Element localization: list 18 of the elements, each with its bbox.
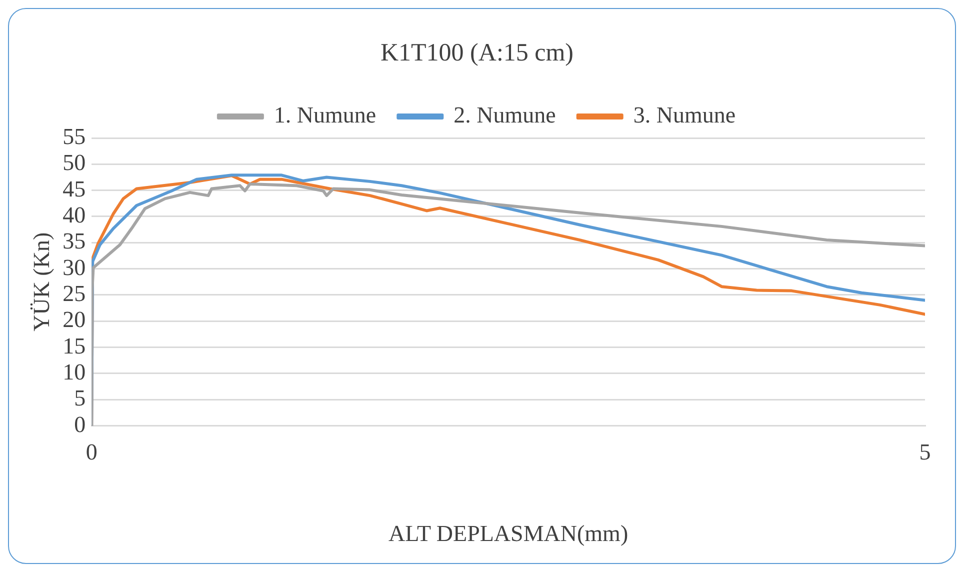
x-axis-title: ALT DEPLASMAN(mm)	[388, 521, 628, 546]
y-tick-label: 10	[62, 360, 86, 385]
y-tick-label: 20	[62, 307, 86, 332]
y-tick-label: 45	[62, 176, 86, 202]
y-axis-title: YÜK (Kn)	[28, 232, 54, 332]
y-tick-label: 0	[74, 412, 86, 437]
y-tick-label: 5	[74, 386, 86, 411]
chart-title: K1T100 (A:15 cm)	[380, 40, 574, 67]
legend-label: 3. Numune	[633, 102, 736, 128]
y-tick-label: 25	[62, 281, 86, 306]
y-tick-label: 30	[62, 254, 86, 280]
legend-label: 1. Numune	[274, 102, 376, 128]
legend-label: 2. Numune	[454, 102, 556, 128]
y-tick-label: 50	[62, 150, 86, 176]
y-tick-label: 35	[62, 228, 86, 254]
y-tick-label: 40	[62, 202, 86, 228]
y-tick-label: 55	[62, 124, 86, 150]
y-tick-label: 15	[62, 333, 86, 358]
